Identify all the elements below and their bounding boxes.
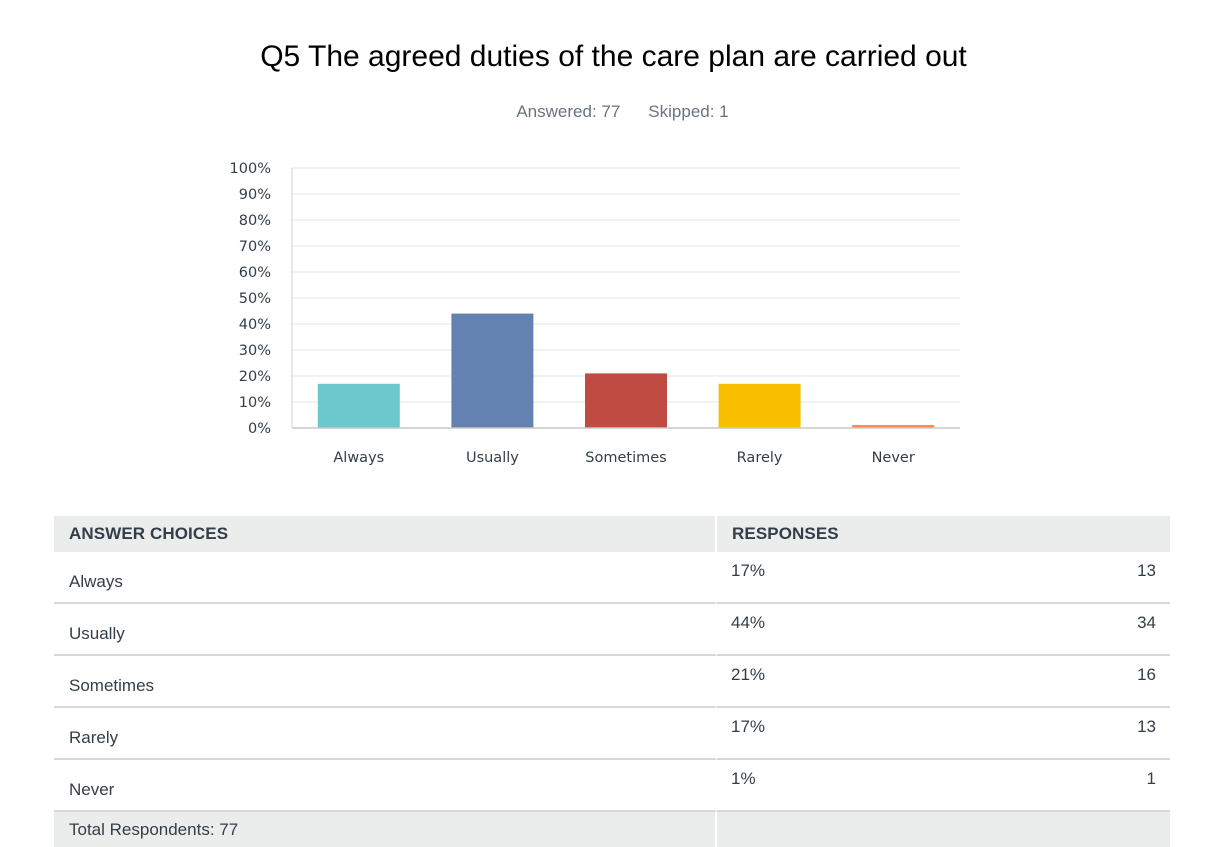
chart-gridlines (292, 167, 960, 403)
table-row: Never 1% 1 (54, 760, 1170, 812)
table-row: Always 17% 13 (54, 552, 1170, 604)
bar-chart: 0% 10% 20% 30% 40% 50% 60% 70% 80% 90% 100% Always… (230, 161, 960, 466)
response-percent: 1% (731, 769, 756, 788)
y-tick-label: 30% (239, 343, 271, 359)
choice-cell: Always (54, 552, 717, 604)
y-tick-label: 60% (239, 265, 271, 281)
chart-bars (317, 313, 935, 428)
table-header-row: ANSWER CHOICES RESPONSES (54, 516, 1170, 552)
y-tick-label: 90% (239, 187, 271, 203)
y-tick-label: 100% (230, 161, 271, 177)
response-cell: 44% 34 (717, 604, 1170, 656)
y-tick-label: 80% (239, 213, 271, 229)
y-tick-label: 10% (239, 395, 271, 411)
x-category-label: Sometimes (585, 450, 666, 466)
y-axis-ticks: 0% 10% 20% 30% 40% 50% 60% 70% 80% 90% 100% (230, 161, 271, 437)
question-title: Q5 The agreed duties of the care plan ar… (260, 40, 967, 73)
response-cell: 17% 13 (717, 708, 1170, 760)
bar-usually (451, 313, 534, 428)
answered-count: Answered: 77 (516, 102, 621, 121)
y-tick-label: 0% (248, 421, 271, 437)
response-count: 16 (1137, 665, 1156, 684)
total-empty-cell (717, 812, 1170, 847)
response-percent: 21% (731, 665, 766, 684)
choice-cell: Never (54, 760, 717, 812)
choice-cell: Sometimes (54, 656, 717, 708)
response-count: 13 (1137, 717, 1156, 736)
response-percent: 17% (731, 717, 766, 736)
bar-always (317, 383, 400, 428)
table-row: Rarely 17% 13 (54, 708, 1170, 760)
x-category-label: Always (333, 450, 384, 466)
y-tick-label: 70% (239, 239, 271, 255)
x-axis-labels: Always Usually Sometimes Rarely Never (333, 450, 914, 466)
y-tick-label: 20% (239, 369, 271, 385)
y-tick-label: 40% (239, 317, 271, 333)
y-tick-label: 50% (239, 291, 271, 307)
response-stats: Answered: 77 Skipped: 1 (0, 102, 1221, 122)
x-category-label: Never (872, 450, 915, 466)
response-cell: 17% 13 (717, 552, 1170, 604)
response-cell: 1% 1 (717, 760, 1170, 812)
total-respondents: Total Respondents: 77 (54, 812, 717, 847)
x-category-label: Usually (466, 450, 519, 466)
response-count: 13 (1137, 561, 1156, 580)
chart-axes (291, 168, 960, 429)
table-row: Sometimes 21% 16 (54, 656, 1170, 708)
bar-rarely (718, 383, 801, 428)
choice-cell: Usually (54, 604, 717, 656)
bar-sometimes (585, 373, 667, 428)
response-percent: 44% (731, 613, 766, 632)
x-category-label: Rarely (737, 450, 783, 466)
skipped-count: Skipped: 1 (648, 102, 729, 121)
response-count: 34 (1137, 613, 1156, 632)
response-count: 1 (1146, 769, 1156, 788)
total-row: Total Respondents: 77 (54, 812, 1170, 847)
header-responses: RESPONSES (717, 516, 1170, 552)
response-cell: 21% 16 (717, 656, 1170, 708)
response-percent: 17% (731, 561, 766, 580)
bar-never (852, 425, 935, 428)
table-row: Usually 44% 34 (54, 604, 1170, 656)
responses-table: ANSWER CHOICES RESPONSES Always 17% 13 Us… (54, 516, 1170, 847)
choice-cell: Rarely (54, 708, 717, 760)
header-answer-choices: ANSWER CHOICES (54, 516, 717, 552)
